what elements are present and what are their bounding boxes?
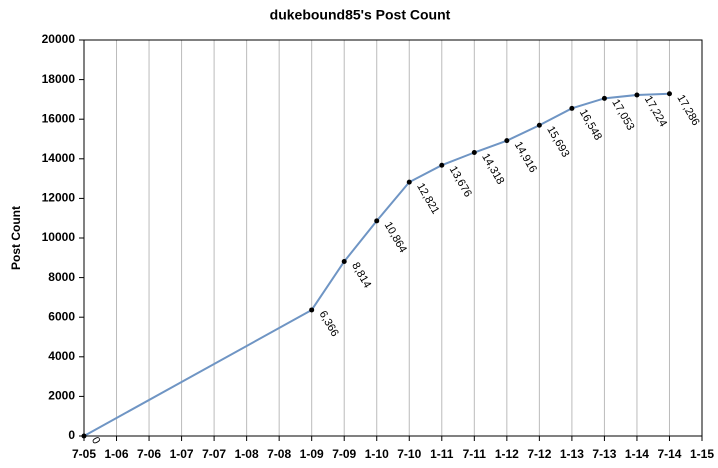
- data-label: 8,814: [349, 260, 373, 290]
- data-label: 0: [89, 435, 102, 446]
- x-tick-label: 1-08: [235, 447, 259, 461]
- x-tick-label: 7-09: [332, 447, 356, 461]
- point: [341, 258, 347, 264]
- point: [601, 95, 607, 101]
- x-tick-label: 1-10: [365, 447, 389, 461]
- y-tick-label: 10000: [42, 230, 76, 244]
- y-tick-label: 4000: [48, 349, 75, 363]
- y-tick-label: 16000: [42, 111, 76, 125]
- x-tick-label: 1-13: [560, 447, 584, 461]
- x-tick-label: 1-14: [625, 447, 649, 461]
- point: [536, 122, 542, 128]
- point: [471, 150, 477, 156]
- point: [309, 307, 315, 313]
- x-tick-label: 7-05: [72, 447, 96, 461]
- point: [634, 92, 640, 98]
- point: [406, 179, 412, 185]
- x-tick-label: 1-09: [300, 447, 324, 461]
- data-label: 14,318: [479, 151, 506, 186]
- y-tick-label: 2000: [48, 389, 75, 403]
- data-label: 13,676: [447, 164, 474, 199]
- point: [504, 138, 510, 144]
- data-label: 6,366: [317, 309, 341, 339]
- x-tick-label: 1-15: [690, 447, 714, 461]
- x-tick-label: 7-07: [202, 447, 226, 461]
- x-tick-label: 7-08: [267, 447, 291, 461]
- x-tick-label: 1-11: [430, 447, 454, 461]
- y-tick-label: 18000: [42, 72, 76, 86]
- x-tick-label: 1-06: [105, 447, 129, 461]
- x-tick-label: 7-14: [657, 447, 681, 461]
- y-tick-label: 6000: [48, 309, 75, 323]
- data-label: 17,224: [642, 94, 669, 129]
- x-tick-label: 7-10: [397, 447, 421, 461]
- y-tick-label: 8000: [48, 270, 75, 284]
- x-tick-label: 7-11: [463, 447, 487, 461]
- point: [81, 433, 87, 439]
- x-tick-label: 7-12: [527, 447, 551, 461]
- point: [569, 105, 575, 111]
- data-label: 14,916: [512, 140, 539, 175]
- data-label: 17,286: [674, 93, 701, 128]
- point: [666, 91, 672, 97]
- data-label: 16,548: [577, 107, 604, 142]
- chart-title: dukebound85's Post Count: [270, 7, 451, 23]
- x-tick-label: 7-13: [592, 447, 616, 461]
- data-label: 17,053: [609, 97, 636, 132]
- y-axis-label: Post Count: [9, 206, 23, 270]
- x-tick-label: 7-06: [137, 447, 161, 461]
- y-tick-label: 12000: [42, 191, 76, 205]
- plot-frame: [83, 39, 703, 437]
- y-tick-label: 14000: [42, 151, 76, 165]
- data-label: 15,693: [544, 124, 571, 159]
- data-label: 12,821: [414, 181, 441, 216]
- point: [374, 218, 380, 224]
- point: [439, 162, 445, 168]
- x-tick-label: 1-12: [495, 447, 519, 461]
- x-tick-label: 1-07: [170, 447, 194, 461]
- data-label: 10,864: [382, 220, 409, 255]
- y-tick-label: 20000: [42, 32, 76, 46]
- y-tick-label: 0: [68, 428, 75, 442]
